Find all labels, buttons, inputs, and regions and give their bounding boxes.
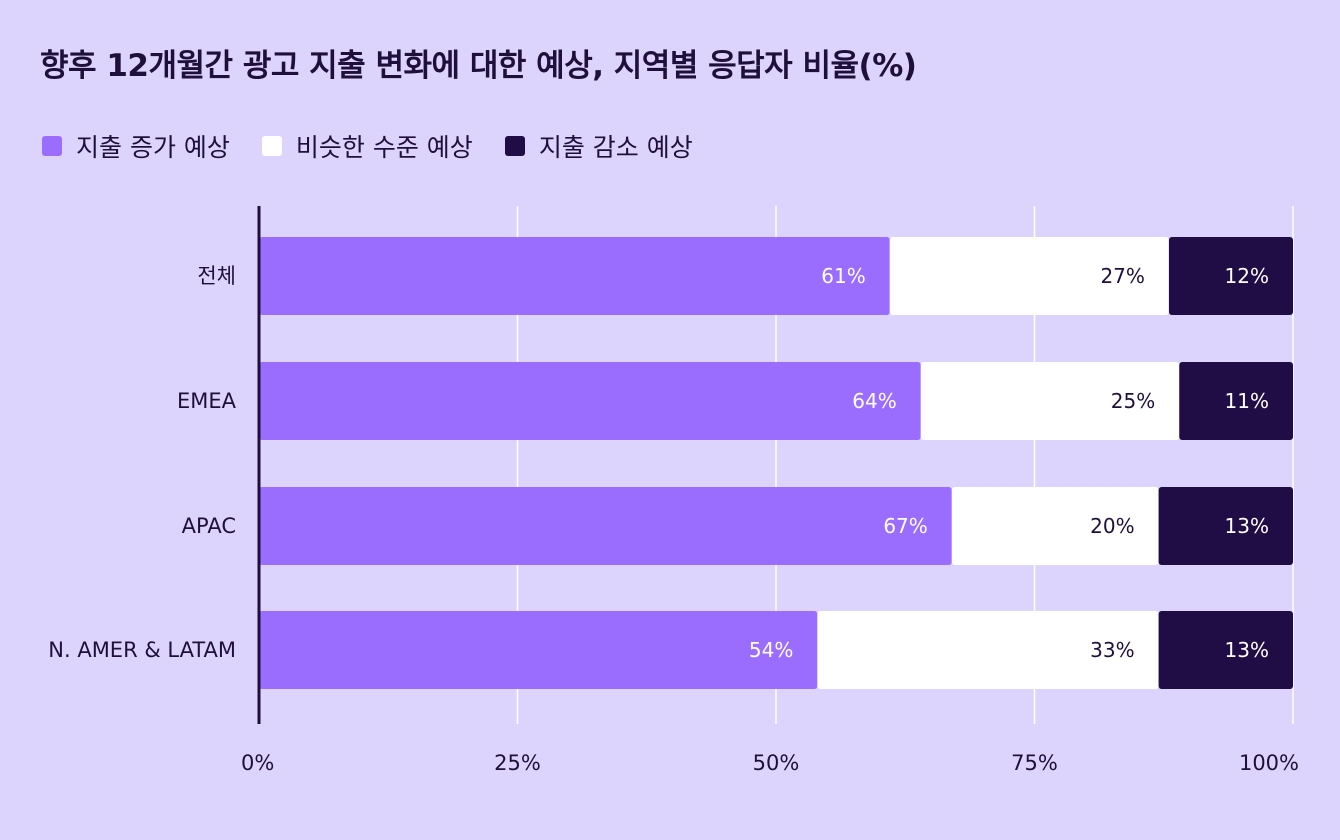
- legend-swatch-decrease: [504, 136, 525, 156]
- legend-swatch-increase: [42, 136, 62, 156]
- legend-item-decrease: 지출 감소 예상: [504, 128, 693, 164]
- x-tick-label: 25%: [494, 751, 541, 775]
- data-label: 20%: [1090, 514, 1134, 538]
- data-label: 33%: [1090, 638, 1134, 662]
- x-tick-label: 75%: [1011, 751, 1058, 775]
- data-label: 27%: [1100, 264, 1144, 288]
- chart-legend: 지출 증가 예상 비슷한 수준 예상 지출 감소 예상: [42, 128, 693, 164]
- data-label: 11%: [1225, 389, 1269, 413]
- bar-segment: [817, 611, 1159, 689]
- data-label: 64%: [852, 389, 896, 413]
- data-label: 54%: [749, 638, 793, 662]
- bar-segment: [1158, 487, 1293, 565]
- x-tick-label: 100%: [1239, 751, 1299, 775]
- legend-label-increase: 지출 증가 예상: [76, 133, 230, 162]
- category-label: N. AMER & LATAM: [48, 638, 236, 662]
- data-label: 13%: [1225, 638, 1269, 662]
- x-tick-label: 0%: [241, 751, 274, 775]
- data-label: 67%: [883, 514, 927, 538]
- legend-item-same: 비슷한 수준 예상: [261, 128, 473, 164]
- legend-label-decrease: 지출 감소 예상: [538, 133, 693, 162]
- bar-segment: [1168, 237, 1293, 315]
- x-tick-label: 50%: [753, 751, 800, 775]
- legend-label-same: 비슷한 수준 예상: [295, 133, 473, 162]
- legend-item-increase: 지출 증가 예상: [42, 128, 230, 164]
- data-label: 61%: [821, 264, 865, 288]
- bar-segment: [951, 487, 1159, 565]
- bar-segment: [259, 237, 890, 315]
- chart-title: 향후 12개월간 광고 지출 변화에 대한 예상, 지역별 응답자 비율(%): [40, 48, 917, 84]
- category-label: 전체: [197, 264, 236, 288]
- bar-segment: [259, 487, 952, 565]
- category-label: EMEA: [177, 389, 237, 413]
- bar-segment: [259, 611, 818, 689]
- data-label: 25%: [1111, 389, 1155, 413]
- category-label: APAC: [182, 514, 236, 538]
- bar-segment: [920, 362, 1180, 440]
- legend-swatch-same: [261, 136, 282, 156]
- data-label: 12%: [1225, 264, 1269, 288]
- bar-segment: [259, 362, 921, 440]
- bar-segment: [889, 237, 1169, 315]
- bar-segment: [1179, 362, 1293, 440]
- data-label: 13%: [1225, 514, 1269, 538]
- bar-segment: [1158, 611, 1293, 689]
